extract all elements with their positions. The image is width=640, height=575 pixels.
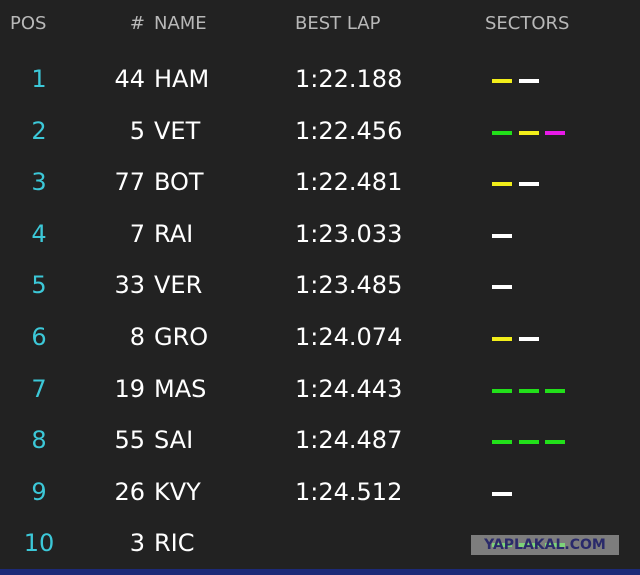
car-number: 26: [114, 477, 145, 506]
driver-name: BOT: [154, 168, 204, 197]
position: 2: [31, 116, 47, 145]
position: 6: [31, 323, 47, 351]
car-number: 33: [114, 271, 145, 300]
position: 5: [31, 271, 47, 300]
car-number: 3: [129, 529, 145, 558]
best-lap: 1:23.485: [295, 271, 403, 300]
driver-name: SAI: [154, 426, 194, 455]
best-lap: 1:24.512: [295, 477, 403, 506]
sector-indicator: [518, 440, 539, 445]
best-lap: 1:24.487: [295, 426, 403, 455]
best-lap: 1:22.481: [295, 168, 403, 197]
sector-indicator: [492, 388, 512, 393]
sector-indicator: [518, 388, 539, 393]
bottom-bar: [0, 569, 640, 575]
sector-indicator: [518, 130, 539, 135]
position: 10: [23, 529, 55, 558]
sector-indicator: [492, 491, 512, 496]
driver-name: HAM: [154, 65, 210, 93]
sector-indicator: [518, 182, 539, 187]
car-number: 44: [114, 65, 145, 93]
position: 9: [31, 477, 47, 506]
car-number: 7: [129, 219, 145, 248]
position: 7: [31, 374, 47, 403]
driver-name: GRO: [154, 323, 209, 351]
watermark: YAPLAKAL.COM: [471, 535, 619, 555]
driver-name: RAI: [154, 219, 194, 248]
sector-indicator: [492, 233, 512, 238]
position: 8: [31, 426, 47, 455]
sector-indicator: [492, 285, 512, 290]
car-number: 8: [129, 323, 145, 351]
sector-indicator: [492, 182, 512, 187]
driver-name: KVY: [154, 477, 201, 506]
car-number: 5: [129, 116, 145, 145]
best-lap: 1:22.188: [295, 65, 403, 93]
driver-name: MAS: [154, 374, 207, 403]
best-lap: 1:23.033: [295, 219, 403, 248]
driver-name: VET: [154, 116, 201, 145]
driver-name: VER: [154, 271, 203, 300]
sector-indicator: [492, 130, 512, 135]
best-lap: 1:24.074: [295, 323, 403, 351]
best-lap: 1:24.443: [295, 374, 403, 403]
best-lap: 1:22.456: [295, 116, 403, 145]
header-name: NAME: [154, 13, 207, 34]
sector-indicator: [492, 440, 512, 445]
sector-indicator: [545, 440, 565, 445]
header-sectors: SECTORS: [485, 13, 570, 34]
position: 1: [31, 65, 47, 93]
car-number: 55: [114, 426, 145, 455]
sector-indicator: [492, 337, 512, 341]
sector-indicator: [518, 79, 539, 83]
header-pos: POS: [10, 13, 47, 34]
position: 4: [31, 219, 47, 248]
position: 3: [31, 168, 47, 197]
sector-indicator: [492, 79, 512, 83]
sector-indicator: [518, 337, 539, 341]
sector-indicator: [545, 130, 565, 135]
sector-indicator: [545, 388, 565, 393]
car-number: 19: [114, 374, 145, 403]
header-best-lap: BEST LAP: [295, 13, 381, 34]
car-number: 77: [114, 168, 145, 197]
header-number: #: [129, 13, 145, 34]
driver-name: RIC: [154, 529, 195, 558]
